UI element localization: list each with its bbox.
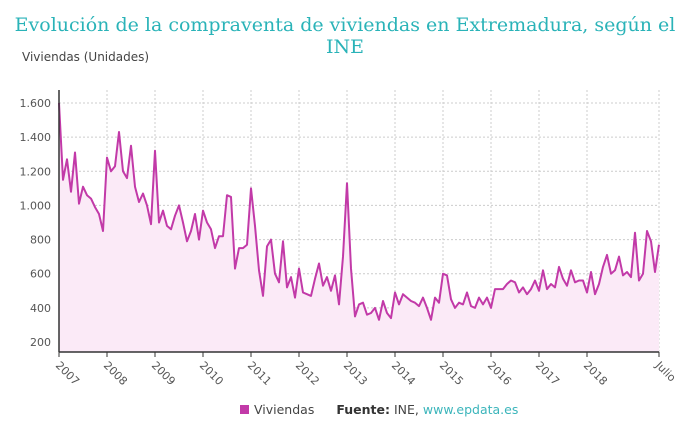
x-tick-label: 2018 [581,359,610,388]
x-tick-label: 2010 [197,359,226,388]
x-tick-label: 2013 [341,359,370,388]
x-tick-label: 2008 [101,359,130,388]
legend-swatch [240,405,249,414]
x-tick-label: 2009 [149,359,178,388]
source-text: INE, [393,402,419,417]
source-note: Fuente: INE, www.epdata.es [336,402,518,417]
source-link[interactable]: www.epdata.es [422,402,519,417]
x-tick-label: 2011 [245,359,274,388]
x-tick-label: 2012 [293,359,322,388]
x-tick-label: 2015 [437,359,466,388]
y-tick-label: 400 [30,302,51,315]
line-chart: 200 400 600 800 1.000 1.200 1.400 1.600 2007 2008… [20,90,679,388]
y-tick-label: 1.000 [20,199,52,212]
x-tick-label: 2017 [533,359,562,388]
legend-label-viviendas[interactable]: Viviendas [254,402,315,417]
y-tick-label: 600 [30,268,51,281]
y-tick-label: 800 [30,234,51,247]
y-tick-label: 1.400 [20,131,52,144]
x-tick-label: 2007 [53,359,82,388]
x-tick-label: 2016 [485,359,514,388]
x-tick-label: 2014 [389,359,418,388]
legend: Viviendas Fuente: INE, www.epdata.es [240,402,518,417]
y-axis-label: Viviendas (Unidades) [22,50,150,64]
y-tick-label: 1.200 [20,165,52,178]
source-label: Fuente: [336,402,390,417]
y-tick-label: 1.600 [20,97,52,110]
x-tick-label: Julio [652,358,678,384]
series-area [59,103,659,352]
y-tick-label: 200 [30,336,51,349]
chart-title: Evolución de la compraventa de viviendas… [14,14,676,58]
